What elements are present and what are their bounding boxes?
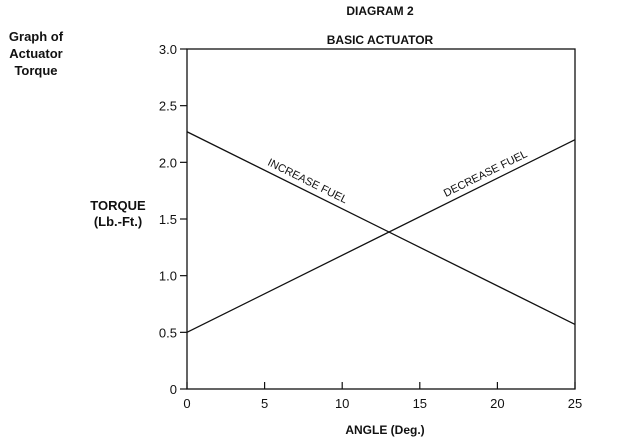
y-tick-label: 1.5	[159, 212, 177, 227]
x-tick-label: 25	[568, 396, 582, 411]
series-label: DECREASE FUEL	[442, 148, 529, 200]
plot-frame	[186, 48, 576, 390]
y-axis-label-line-1: TORQUE	[90, 198, 146, 213]
chart-title: BASIC ACTUATOR	[326, 33, 434, 47]
x-axis-label: ANGLE (Deg.)	[345, 423, 425, 437]
side-title: Graph of Actuator Torque	[0, 28, 72, 79]
x-tick-label: 15	[413, 396, 427, 411]
side-title-line-2: Actuator	[9, 46, 63, 61]
diagram-label: DIAGRAM 2	[346, 4, 414, 18]
y-tick-label: 0.5	[159, 325, 177, 340]
y-tick-label: 0	[170, 382, 177, 397]
y-tick-label: 2.0	[159, 155, 177, 170]
y-tick-label: 3.0	[159, 42, 177, 57]
y-tick-label: 2.5	[159, 99, 177, 114]
x-tick-label: 10	[335, 396, 349, 411]
series-label: INCREASE FUEL	[266, 157, 350, 207]
y-axis-label-line-2: (Lb.-Ft.)	[93, 214, 143, 229]
x-tick-label: 20	[490, 396, 504, 411]
x-tick-label: 5	[261, 396, 268, 411]
series-line	[186, 139, 576, 333]
series-line	[186, 131, 576, 325]
side-title-line-1: Graph of	[8, 29, 64, 44]
side-title-line-3: Torque	[14, 63, 58, 78]
y-tick-label: 1.0	[159, 269, 177, 284]
x-tick-label: 0	[183, 396, 190, 411]
y-axis-label: TORQUE (Lb.-Ft.)	[78, 198, 158, 230]
